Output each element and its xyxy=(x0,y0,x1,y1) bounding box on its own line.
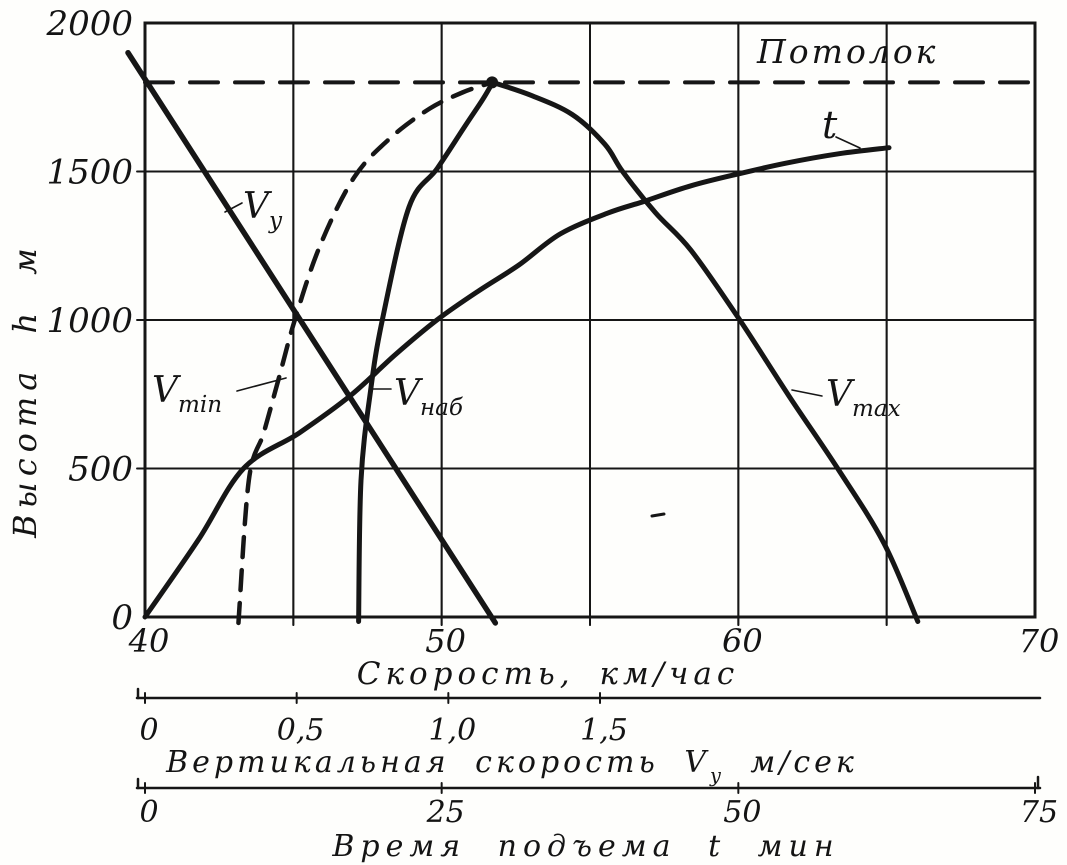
vertical-speed-tick-label: 0,5 xyxy=(277,713,325,748)
height-tick-label: 500 xyxy=(68,450,133,490)
vmax-curve-label: Vmax xyxy=(826,374,901,422)
height-axis-title: Высота h м xyxy=(6,242,44,539)
vy-curve-label: Vy xyxy=(243,186,283,234)
curve-vnab xyxy=(356,79,496,624)
t-curve-label: t xyxy=(822,103,838,147)
curve-vmin xyxy=(236,81,489,626)
height-tick-label: 1500 xyxy=(46,153,133,193)
vertical-speed-tick-label: 1,0 xyxy=(428,713,476,748)
curve-time xyxy=(142,145,892,620)
height-tick-label: 2000 xyxy=(45,4,133,44)
speed-tick-label: 60 xyxy=(722,622,763,660)
vy-curve-label-leader xyxy=(224,202,243,213)
height-tick-label: 1000 xyxy=(46,301,133,341)
speed-tick-label: 40 xyxy=(128,622,170,660)
vmin-curve-label: Vmin xyxy=(152,370,222,418)
scan-artifact-mark xyxy=(650,512,666,518)
vmax-curve-label-leader xyxy=(791,389,823,397)
plot-border xyxy=(143,21,1037,619)
climb-time-tick-label: 75 xyxy=(1020,795,1058,830)
vertical-speed-axis-title: Вертикальная скорость Vy м/сек xyxy=(165,745,858,787)
gridlines xyxy=(136,22,1036,626)
climb-time-axis-title: Время подъема t мин xyxy=(331,829,839,864)
t-curve-label-leader xyxy=(835,136,861,149)
curve-vmax xyxy=(490,79,921,624)
speed-axis-title: Скорость, км/час xyxy=(357,656,740,692)
ceiling-peak-point xyxy=(486,76,499,89)
curve-vy-profile xyxy=(125,49,499,626)
height-tick-label: 0 xyxy=(111,598,133,638)
speed-tick-label: 50 xyxy=(425,622,466,660)
climb-time-tick-label: 25 xyxy=(426,795,465,830)
speed-tick-label: 70 xyxy=(1019,622,1060,660)
vertical-speed-tick-label: 0 xyxy=(139,713,158,748)
climb-time-tick-label: 0 xyxy=(139,795,158,830)
climb-time-tick-label: 50 xyxy=(723,795,761,830)
vnab-curve-label: Vнаб xyxy=(394,373,464,421)
vertical-speed-tick-label: 1,5 xyxy=(580,713,628,748)
vmin-curve-label-leader xyxy=(236,377,287,392)
ceiling-label: Потолок xyxy=(756,32,938,71)
